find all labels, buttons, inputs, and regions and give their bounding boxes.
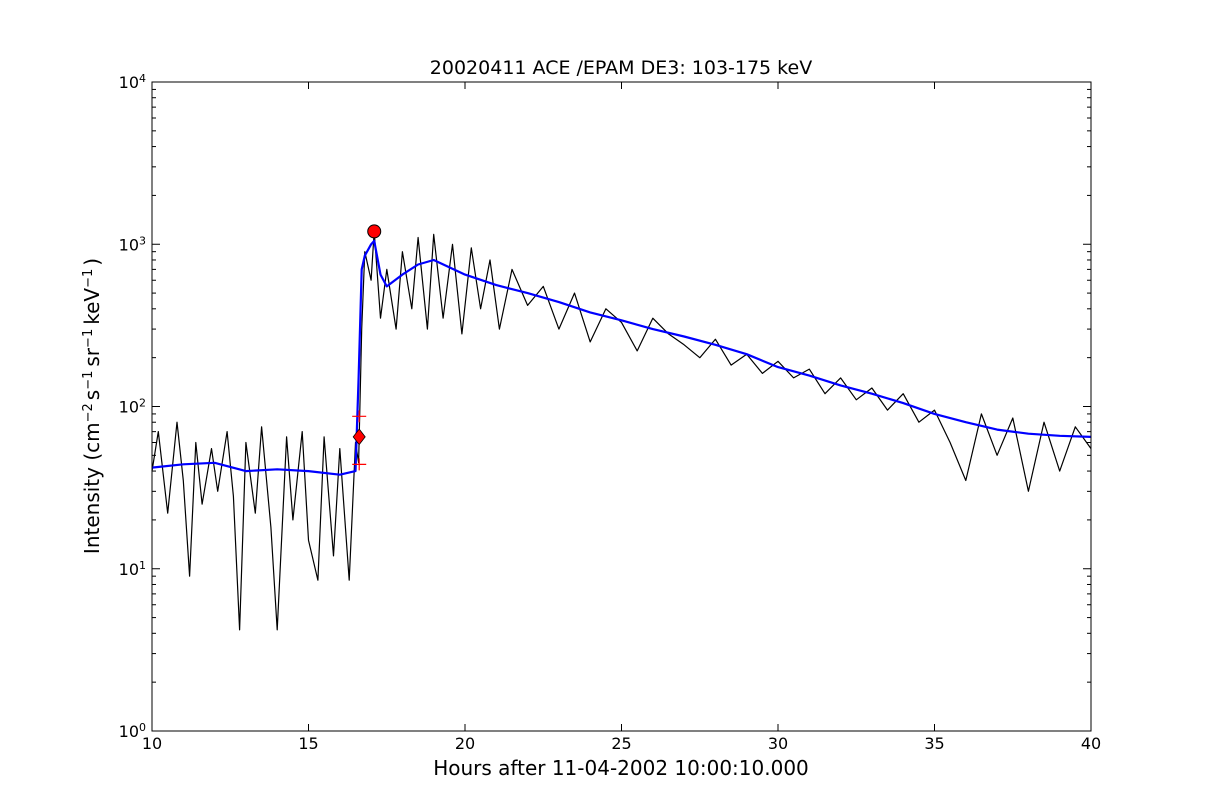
y-label-sr: sr (80, 347, 104, 366)
y-label-exp3: −1 (81, 329, 96, 348)
x-axis-label: Hours after 11-04-2002 10:00:10.000 (433, 756, 809, 780)
chart-title: 20020411 ACE /EPAM DE3: 103-175 keV (430, 57, 812, 79)
series-line-smoothed (151, 239, 1092, 476)
plot-frame (151, 81, 1092, 732)
y-label-base: Intensity (cm (80, 422, 104, 554)
y-tick-label: 101 (119, 558, 146, 579)
x-tick-label: 20 (455, 734, 475, 753)
onset-marker (352, 428, 366, 446)
y-label-exp4: −1 (81, 269, 96, 288)
y-axis: 100 101 102 103 104 (119, 72, 1091, 742)
peak-marker (367, 224, 382, 239)
x-tick-label: 10 (142, 734, 162, 753)
x-tick-label: 30 (768, 734, 788, 753)
y-tick-label: 102 (119, 396, 146, 417)
y-label-exp1: −2 (81, 403, 96, 422)
y-tick-label: 103 (119, 234, 146, 255)
x-axis: 10 15 20 25 30 35 40 (142, 82, 1101, 753)
x-tick-label: 15 (298, 734, 318, 753)
x-tick-label: 40 (1081, 734, 1101, 753)
x-tick-label: 35 (924, 734, 944, 753)
y-tick-label: 104 (119, 72, 146, 93)
y-label-s: s (80, 390, 104, 400)
onset-error-marker (352, 458, 367, 471)
y-label-kev: keV (80, 288, 104, 325)
plot-marks (151, 224, 1092, 631)
y-tick-label: 100 (119, 721, 146, 742)
y-axis-label: Intensity (cm−2s−1sr−1keV−1) (80, 258, 104, 554)
y-label-close: ) (80, 258, 104, 266)
series-line-raw (151, 230, 1092, 631)
y-label-exp2: −1 (81, 371, 96, 390)
x-tick-label: 25 (611, 734, 631, 753)
onset-error-marker (352, 410, 367, 423)
